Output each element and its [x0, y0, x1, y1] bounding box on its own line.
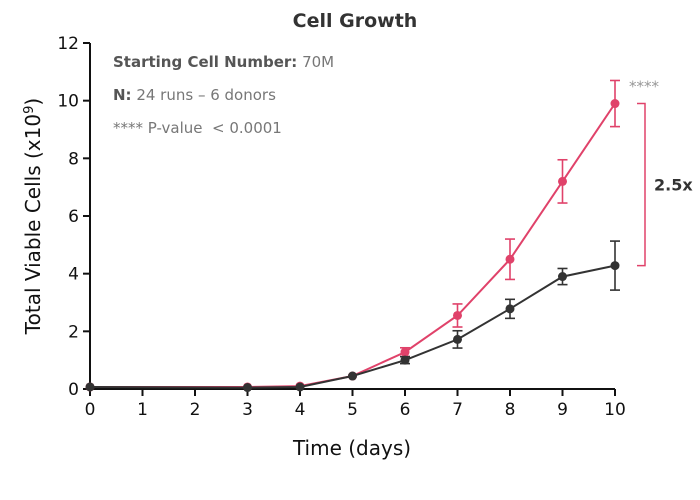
series-line [90, 102, 616, 388]
annotation-n-value: 24 runs – 6 donors [132, 86, 277, 104]
annotation-n: N: 24 runs – 6 donors [113, 86, 276, 104]
data-point [505, 304, 515, 314]
x-tick-label: 2 [190, 400, 201, 420]
fold-change-bracket: 2.5x **** [629, 77, 693, 267]
y-tick-label: 10 [57, 92, 79, 112]
annotation-pvalue: **** P-value < 0.0001 [113, 119, 282, 137]
x-tick-label: 9 [557, 400, 568, 420]
series-1 [85, 240, 620, 393]
x-tick-label: 3 [242, 400, 253, 420]
data-point [505, 254, 515, 264]
fold-change-label: 2.5x [654, 176, 693, 195]
annotation-block: Starting Cell Number: 70M N: 24 runs – 6… [113, 53, 334, 137]
data-point [558, 176, 567, 186]
data-point [610, 99, 620, 109]
x-tick-label: 10 [604, 400, 626, 420]
x-tick-label: 6 [400, 400, 411, 420]
data-point [85, 382, 95, 392]
y-tick-label: 4 [68, 265, 79, 285]
data-point [348, 371, 357, 381]
y-tick-label: 0 [68, 380, 79, 400]
x-tick-label: 0 [85, 400, 96, 420]
x-tick-label: 1 [137, 400, 148, 420]
data-point [558, 272, 567, 282]
data-point [400, 355, 410, 365]
data-point [453, 310, 462, 320]
data-point [610, 261, 620, 271]
data-point [453, 334, 462, 344]
annotation-starting-cells-key: Starting Cell Number: [113, 53, 297, 71]
y-tick-label: 8 [68, 149, 79, 169]
series-line [89, 264, 616, 389]
x-axis-label: Time (days) [292, 436, 411, 460]
x-tick-label: 8 [505, 400, 516, 420]
y-axis-label: Total Viable Cells (x109) [21, 98, 45, 335]
y-axis-label-exponent: 9 [22, 106, 37, 114]
x-tick-label: 5 [347, 400, 358, 420]
x-tick-label: 4 [295, 400, 306, 420]
bracket-line [637, 102, 646, 267]
data-point [243, 383, 252, 393]
y-tick-label: 12 [57, 34, 79, 54]
data-point [400, 347, 410, 357]
y-tick-label: 2 [68, 322, 79, 342]
y-axis-label-main: Total Viable Cells (x10 [21, 114, 45, 335]
series-layer [85, 79, 620, 393]
y-tick-label: 6 [68, 207, 79, 227]
chart-title: Cell Growth [293, 10, 418, 32]
significance-label: **** [629, 77, 660, 95]
x-tick-label: 7 [452, 400, 463, 420]
annotation-starting-cells: Starting Cell Number: 70M [113, 53, 334, 71]
y-axis-label-close: ) [21, 98, 45, 106]
annotation-n-key: N: [113, 86, 132, 104]
annotation-starting-cells-value: 70M [297, 53, 334, 71]
data-point [295, 382, 305, 392]
